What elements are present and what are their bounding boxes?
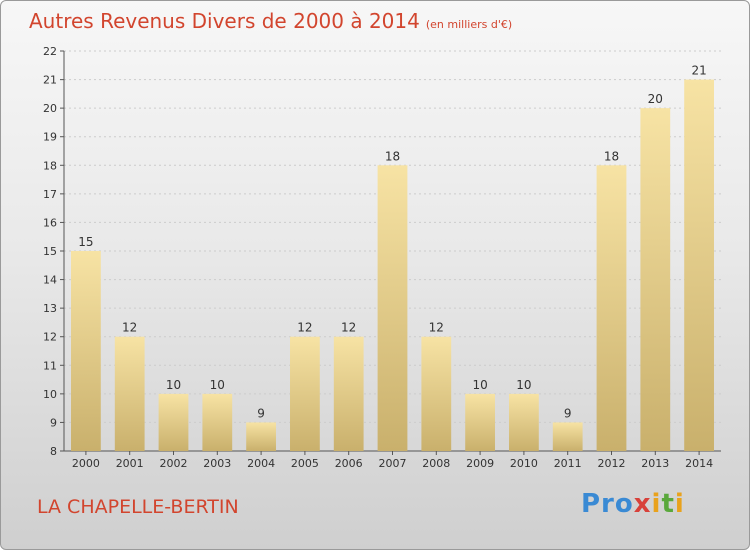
bar-2010 (509, 393, 539, 451)
bar-2013 (640, 108, 671, 452)
data-label: 18 (604, 149, 619, 163)
location-name: LA CHAPELLE-BERTIN (37, 496, 239, 518)
data-label: 15 (78, 235, 93, 249)
data-label: 9 (257, 406, 265, 420)
y-tick-label: 15 (43, 245, 57, 258)
y-tick-label: 10 (43, 388, 57, 401)
x-tick-label: 2007 (379, 457, 407, 470)
bar-chart: 8 9 10 11 12 13 14 15 16 17 18 19 20 21 22 2000 2001 2002… (43, 45, 721, 470)
bar-2006 (333, 336, 364, 451)
x-tick-label: 2000 (72, 457, 100, 470)
bar-2008 (421, 336, 452, 451)
bar-2001 (114, 336, 145, 451)
data-label: 9 (564, 406, 572, 420)
bar-2002 (158, 393, 189, 451)
data-label: 10 (210, 378, 225, 392)
y-tick-label: 12 (43, 331, 57, 344)
bar-2007 (377, 165, 408, 452)
x-tick-label: 2011 (554, 457, 582, 470)
x-tick-label: 2010 (510, 457, 538, 470)
bar-2000 (71, 251, 101, 451)
bar-2009 (465, 393, 495, 451)
y-tick-label: 14 (43, 274, 57, 287)
data-label: 12 (341, 321, 356, 335)
x-tick-label: 2002 (160, 457, 188, 470)
y-tick-label: 9 (50, 416, 57, 429)
bar-layer (71, 79, 714, 452)
x-tick-label: 2001 (116, 457, 144, 470)
bar-2004 (246, 422, 276, 451)
chart-title-unit: (en milliers d'€) (425, 18, 513, 31)
data-label: 10 (472, 378, 487, 392)
x-tick-label: 2005 (291, 457, 319, 470)
y-tick-label: 8 (50, 445, 57, 458)
label-layer: 15 12 10 10 9 12 12 18 12 10 10 9 18 20 21 (78, 64, 706, 421)
chart-title: Autres Revenus Divers de 2000 à 2014 (en … (29, 9, 512, 33)
x-tick-label: 2013 (641, 457, 669, 470)
y-tick-label: 13 (43, 302, 57, 315)
x-tick-label: 2006 (335, 457, 363, 470)
y-tick-label: 20 (43, 102, 57, 115)
data-label: 10 (166, 378, 181, 392)
data-label: 12 (429, 321, 444, 335)
bar-2003 (202, 393, 233, 451)
axis-layer: 8 9 10 11 12 13 14 15 16 17 18 19 20 21 22 2000 2001 2002… (43, 45, 721, 470)
data-label: 21 (691, 64, 706, 78)
x-tick-label: 2008 (422, 457, 450, 470)
y-tick-label: 21 (43, 74, 57, 87)
data-label: 18 (385, 149, 400, 163)
y-tick-label: 19 (43, 131, 57, 144)
bar-2014 (684, 79, 714, 452)
data-label: 10 (516, 378, 531, 392)
chart-title-text: Autres Revenus Divers de 2000 à 2014 (29, 9, 420, 33)
data-label: 12 (297, 321, 312, 335)
x-tick-label: 2003 (203, 457, 231, 470)
bar-2012 (596, 165, 627, 452)
y-tick-label: 17 (43, 188, 57, 201)
data-label: 12 (122, 321, 137, 335)
y-tick-label: 11 (43, 359, 57, 372)
proxiti-logo: Proxiti (581, 489, 685, 519)
x-tick-label: 2014 (685, 457, 713, 470)
x-tick-label: 2004 (247, 457, 275, 470)
x-tick-label: 2009 (466, 457, 494, 470)
y-tick-label: 16 (43, 216, 57, 229)
y-tick-label: 22 (43, 45, 57, 58)
data-label: 20 (648, 92, 663, 106)
bar-2005 (290, 336, 320, 451)
bar-2011 (552, 422, 583, 451)
y-tick-label: 18 (43, 159, 57, 172)
x-tick-label: 2012 (598, 457, 626, 470)
